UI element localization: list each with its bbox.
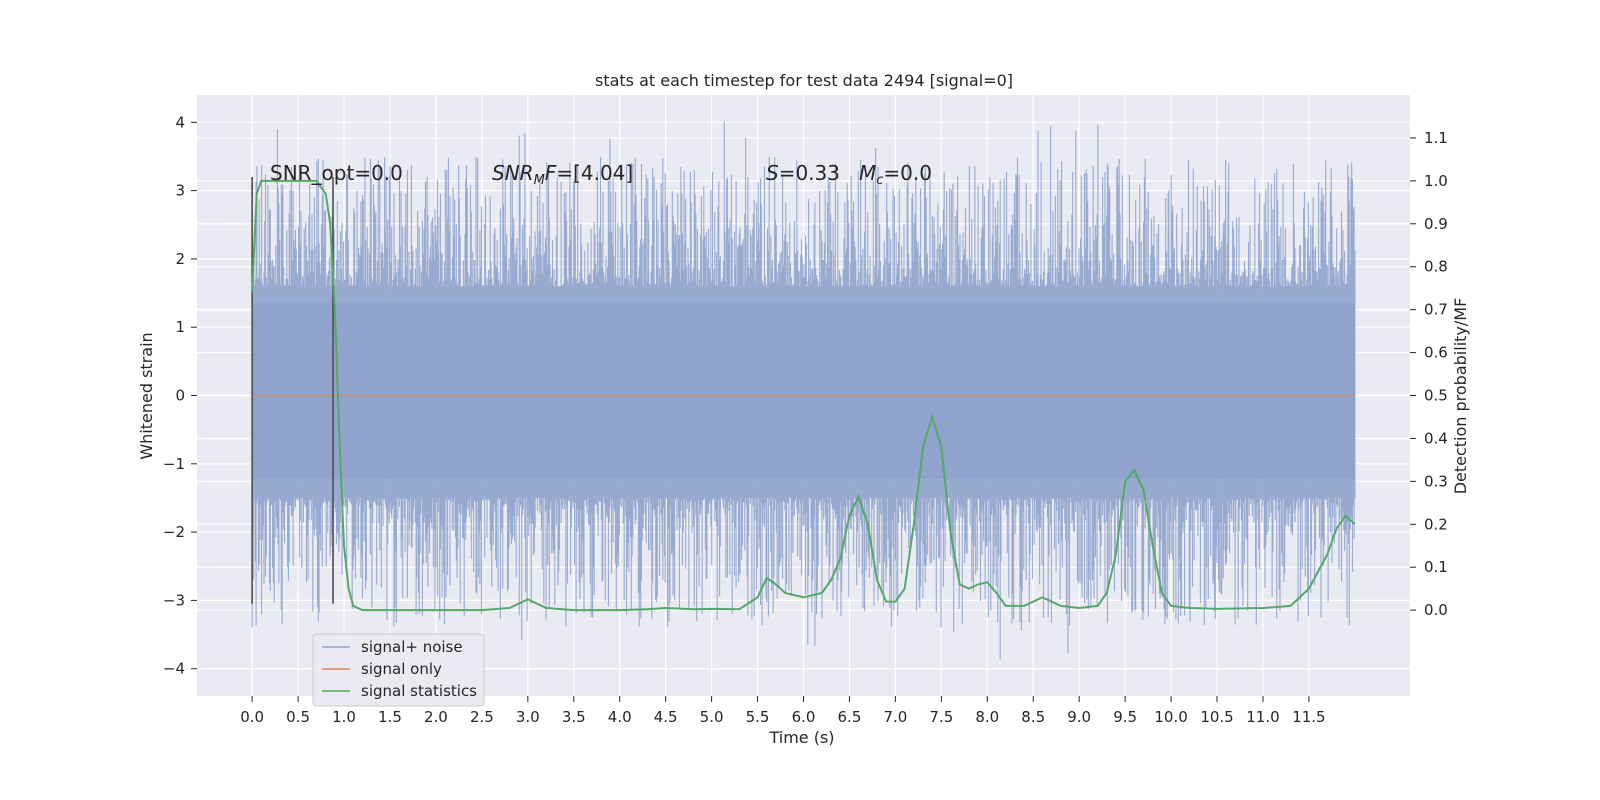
y-left-tick-label: −1 xyxy=(163,455,185,473)
legend-label-signal-plus-noise: signal+ noise xyxy=(361,638,463,656)
y-left-tick-label: −2 xyxy=(163,523,185,541)
x-axis-label: Time (s) xyxy=(768,728,834,747)
vertical-markers xyxy=(251,176,334,604)
x-tick-label: 0.0 xyxy=(240,708,264,726)
snr-mf-sub: M xyxy=(534,173,545,188)
snr-mf-suffix: F=[4.04] xyxy=(545,161,633,185)
y-right-axis-ticks: 1.1 1.0 0.9 0.8 0.7 0.6 0.5 0.4 0.3 0.2 0.1 0.0 xyxy=(1410,129,1448,619)
x-tick-label: 11.0 xyxy=(1246,708,1279,726)
x-tick-label: 7.5 xyxy=(929,708,953,726)
x-tick-label: 9.5 xyxy=(1113,708,1137,726)
x-tick-label: 9.0 xyxy=(1067,708,1091,726)
annotation-snr-opt: SNR_opt=0.0 xyxy=(270,161,403,185)
y-left-tick-label: 3 xyxy=(175,182,185,200)
y-left-tick-label: 1 xyxy=(175,318,185,336)
y-left-axis-label: Whitened strain xyxy=(137,332,156,459)
x-tick-label: 2.0 xyxy=(424,708,448,726)
x-tick-label: 10.5 xyxy=(1200,708,1233,726)
series-signal-statistics xyxy=(251,179,1356,612)
x-tick-label: 4.5 xyxy=(654,708,678,726)
y-right-tick-label: 0.0 xyxy=(1424,601,1448,619)
y-right-tick-label: 0.1 xyxy=(1424,558,1448,576)
x-tick-label: 3.0 xyxy=(516,708,540,726)
series-signal-plus-noise xyxy=(251,121,1356,660)
x-axis-ticks: 0.0 0.5 1.0 1.5 2.0 2.5 3.0 3.5 4.0 4.5 5.0 5.5 6.0 6… xyxy=(240,696,1326,726)
y-right-tick-label: 0.9 xyxy=(1424,215,1448,233)
y-right-tick-label: 0.7 xyxy=(1424,301,1448,319)
y-right-tick-label: 0.3 xyxy=(1424,472,1448,490)
x-tick-label: 11.5 xyxy=(1292,708,1325,726)
annotation-snr-mf: SNRMF=[4.04] xyxy=(492,161,633,188)
x-tick-label: 6.5 xyxy=(838,708,862,726)
legend-label-signal-only: signal only xyxy=(361,660,442,678)
s-value: =0.33 xyxy=(779,161,840,185)
x-tick-label: 5.0 xyxy=(700,708,724,726)
y-left-tick-label: 0 xyxy=(175,387,185,405)
y-left-tick-label: 4 xyxy=(175,113,185,131)
x-tick-label: 4.0 xyxy=(608,708,632,726)
y-left-tick-label: −3 xyxy=(163,591,185,609)
annotation-s: S=0.33 xyxy=(766,161,840,185)
x-tick-label: 10.0 xyxy=(1154,708,1187,726)
snr-mf-f: F xyxy=(545,161,557,185)
y-left-axis-ticks: 4 3 2 1 0 −1 −2 −3 −4 xyxy=(163,113,197,678)
legend-box xyxy=(312,633,485,707)
signal-statistics-line xyxy=(251,179,1356,612)
y-right-tick-label: 1.0 xyxy=(1424,172,1448,190)
y-right-tick-label: 0.5 xyxy=(1424,387,1448,405)
chart-title: stats at each timestep for test data 249… xyxy=(595,71,1013,90)
mc-value: =0.0 xyxy=(883,161,932,185)
snr-mf-prefix: SNR xyxy=(492,161,534,185)
x-tick-label: 8.5 xyxy=(1021,708,1045,726)
mc-sub: c xyxy=(876,173,883,188)
x-tick-label: 7.0 xyxy=(883,708,907,726)
y-right-tick-label: 0.4 xyxy=(1424,429,1448,447)
x-tick-label: 6.0 xyxy=(792,708,816,726)
x-tick-label: 5.5 xyxy=(746,708,770,726)
x-tick-label: 1.5 xyxy=(378,708,402,726)
y-right-tick-label: 0.2 xyxy=(1424,515,1448,533)
y-left-tick-label: −4 xyxy=(163,660,185,678)
legend-label-signal-statistics: signal statistics xyxy=(361,682,477,700)
x-tick-label: 0.5 xyxy=(286,708,310,726)
y-right-axis-label: Detection probability/MF xyxy=(1451,298,1470,495)
s-label: S xyxy=(766,161,779,185)
x-tick-label: 1.0 xyxy=(332,708,356,726)
x-tick-label: 2.5 xyxy=(470,708,494,726)
x-tick-label: 8.0 xyxy=(975,708,999,726)
y-right-tick-label: 0.6 xyxy=(1424,344,1448,362)
legend: signal+ noise signal only signal statist… xyxy=(312,633,485,707)
y-right-tick-label: 0.8 xyxy=(1424,258,1448,276)
x-tick-label: 3.5 xyxy=(562,708,586,726)
annotation-mc: Mc=0.0 xyxy=(859,161,932,188)
y-left-tick-label: 2 xyxy=(175,250,185,268)
y-right-tick-label: 1.1 xyxy=(1424,129,1448,147)
mc-label: M xyxy=(859,161,876,185)
